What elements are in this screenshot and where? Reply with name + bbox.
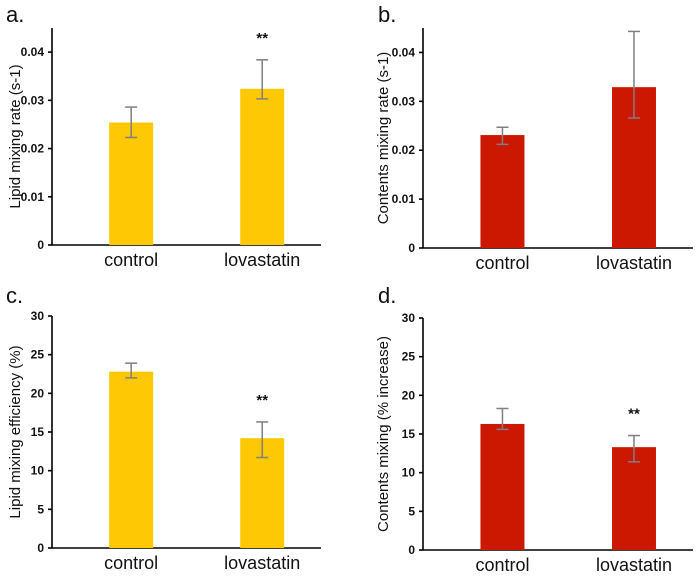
y-tick-label: 5 bbox=[37, 502, 44, 516]
y-axis-label: Lipid mixing rate (s-1) bbox=[7, 64, 24, 208]
error-bar-lovastatin bbox=[627, 30, 640, 119]
panel-letter: c. bbox=[6, 283, 23, 308]
panel-letter: d. bbox=[378, 283, 396, 308]
y-tick-label: 0.01 bbox=[392, 192, 416, 206]
panel-letter: b. bbox=[378, 2, 396, 27]
y-tick-label: 0 bbox=[408, 241, 415, 255]
x-tick-label-lovastatin: lovastatin bbox=[224, 553, 300, 571]
x-tick-label-lovastatin: lovastatin bbox=[224, 250, 300, 270]
y-tick-label: 20 bbox=[31, 386, 45, 400]
x-tick-label-control: control bbox=[475, 555, 529, 571]
y-tick-label: 5 bbox=[408, 504, 415, 518]
x-tick-label-control: control bbox=[104, 250, 158, 270]
x-tick-label-lovastatin: lovastatin bbox=[596, 253, 672, 273]
y-tick-label: 0.02 bbox=[21, 142, 45, 156]
y-tick-label: 0.03 bbox=[21, 93, 45, 107]
error-bar-lovastatin bbox=[627, 434, 640, 463]
bar-control bbox=[109, 371, 154, 548]
y-tick-label: 15 bbox=[402, 427, 416, 441]
y-axis-label: Lipid mixing efficiency (%) bbox=[7, 345, 24, 518]
bar-lovastatin bbox=[240, 88, 285, 245]
bar-lovastatin bbox=[611, 447, 656, 550]
panel-d-contents-mixing-increase: d. 0 5 10 15 20 25 30 Contents mixing (% increas… bbox=[375, 283, 693, 575]
panel-letter: a. bbox=[6, 2, 24, 27]
y-tick-label: 0.04 bbox=[21, 45, 45, 59]
bar-control bbox=[109, 122, 154, 245]
y-tick-label: 30 bbox=[31, 309, 45, 323]
x-tick-label-control: control bbox=[475, 253, 529, 273]
bar-control bbox=[480, 423, 525, 550]
y-tick-label: 0.03 bbox=[392, 94, 416, 108]
y-tick-label: 25 bbox=[31, 348, 45, 362]
y-tick-label: 0 bbox=[408, 543, 415, 557]
y-tick-label: 10 bbox=[402, 466, 416, 480]
error-bar-control bbox=[496, 126, 509, 146]
panel-c-lipid-mixing-efficiency: c. 0 5 10 15 20 25 30 Lipid mixing efficiency (%… bbox=[6, 283, 321, 573]
y-tick-label: 0.01 bbox=[21, 190, 45, 204]
error-bar-lovastatin bbox=[256, 421, 269, 459]
error-bar-lovastatin bbox=[256, 59, 269, 100]
error-bar-control bbox=[125, 106, 138, 139]
x-tick-label-lovastatin: lovastatin bbox=[596, 555, 672, 571]
y-tick-label: 30 bbox=[402, 311, 416, 325]
y-tick-label: 10 bbox=[31, 464, 45, 478]
bar-control bbox=[480, 135, 525, 248]
y-tick-label: 0.04 bbox=[392, 45, 416, 59]
significance-marker: ** bbox=[628, 406, 640, 423]
y-tick-label: 15 bbox=[31, 425, 45, 439]
error-bar-control bbox=[125, 362, 138, 379]
significance-marker: ** bbox=[256, 392, 268, 409]
y-tick-label: 0 bbox=[37, 238, 44, 252]
y-axis-label: Contents mixing rate (s-1) bbox=[375, 52, 392, 225]
y-axis-label: Contents mixing (% increase) bbox=[375, 336, 392, 532]
y-tick-label: 25 bbox=[402, 350, 416, 364]
error-bar-control bbox=[496, 407, 509, 431]
y-tick-label: 20 bbox=[402, 388, 416, 402]
y-tick-label: 0 bbox=[37, 541, 44, 555]
x-tick-label-control: control bbox=[104, 553, 158, 571]
panel-a-lipid-mixing-rate: a. 0 0.01 0.02 0.03 0.04 Lipid mixing rate (s-… bbox=[6, 2, 321, 270]
y-tick-label: 0.02 bbox=[392, 143, 416, 157]
significance-marker: ** bbox=[256, 30, 268, 47]
